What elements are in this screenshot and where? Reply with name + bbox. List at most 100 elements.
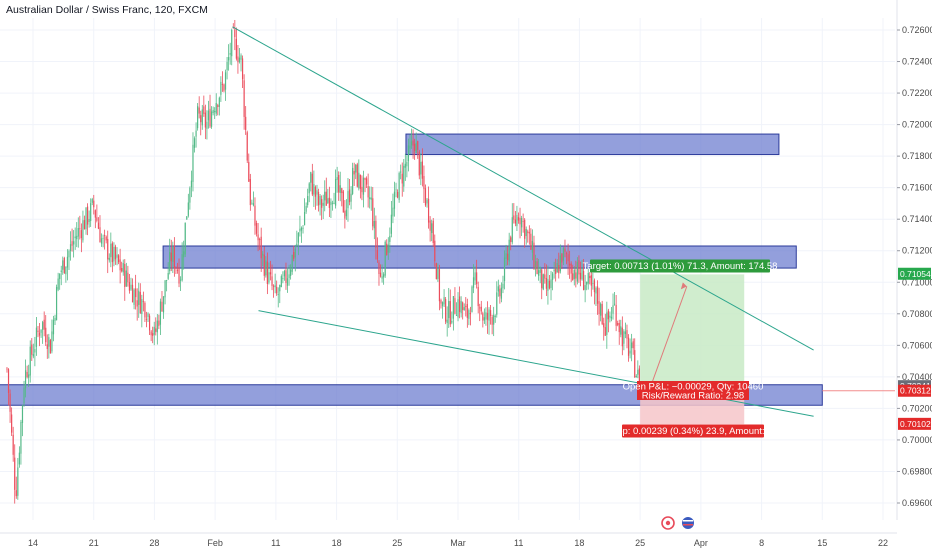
- candle-body: [102, 237, 104, 239]
- candle-body: [468, 310, 470, 319]
- candle-body: [581, 268, 583, 280]
- candle-body: [60, 270, 62, 272]
- candle-body: [445, 299, 447, 322]
- candle-body: [218, 97, 220, 107]
- candle-body: [31, 344, 33, 355]
- x-tick-label: 15: [817, 538, 827, 548]
- candle-body: [34, 349, 36, 353]
- candle-body: [547, 278, 549, 291]
- price-axis[interactable]: 0.72600 0.72400 0.72200 0.72000 0.71800 0.716…: [896, 0, 932, 520]
- candle-body: [35, 327, 38, 347]
- candle-body: [339, 185, 341, 193]
- candle-body: [609, 315, 611, 318]
- candle-body: [615, 304, 617, 326]
- candle-body: [130, 284, 132, 290]
- candle-body: [145, 318, 148, 320]
- candle-body: [46, 344, 48, 349]
- candle-body: [282, 277, 284, 280]
- candle-body: [280, 276, 282, 288]
- candle-body: [404, 163, 406, 168]
- candle-body: [80, 230, 82, 239]
- candle-body: [482, 313, 484, 321]
- candle-body: [344, 210, 346, 219]
- candle-body: [410, 141, 413, 146]
- candle-body: [62, 260, 64, 270]
- candle-body: [637, 369, 639, 375]
- candle-body: [617, 323, 619, 325]
- price-tag-text: 0.71054: [900, 269, 931, 279]
- candle-body: [66, 256, 69, 268]
- y-tick-label: 0.71400: [902, 214, 932, 224]
- candle-body: [21, 405, 24, 423]
- candle-body: [241, 58, 244, 80]
- candle-body: [257, 234, 259, 241]
- candle-body: [238, 57, 241, 63]
- candle-body: [252, 203, 255, 206]
- candle-body: [246, 132, 248, 161]
- candle-body: [613, 303, 616, 305]
- candle-body: [285, 270, 287, 283]
- candle-body: [97, 222, 100, 229]
- y-tick-label: 0.70800: [902, 309, 932, 319]
- candle-body: [345, 209, 348, 217]
- candle-body: [578, 260, 580, 275]
- price-tag: 0.70312: [898, 384, 931, 397]
- candle-body: [572, 273, 574, 281]
- open-pnl-text: Open P&L: −0.00029, Qty: 10460: [623, 382, 764, 393]
- candle-body: [245, 116, 247, 130]
- candle-body: [192, 144, 194, 182]
- candle-body: [544, 274, 546, 279]
- candle-body: [74, 236, 76, 239]
- candle-body: [338, 174, 340, 193]
- zones-layer: [0, 133, 823, 406]
- candle-body: [496, 292, 498, 315]
- candle-body: [166, 280, 168, 281]
- risk-reward-text: Risk/Reward Ratio: 2.98: [642, 391, 744, 402]
- candle-body: [187, 202, 189, 216]
- candle-body: [412, 140, 414, 146]
- candle-body: [620, 326, 622, 335]
- candle-body: [156, 320, 158, 333]
- candle-body: [325, 191, 327, 206]
- candle-body: [414, 143, 416, 151]
- candle-body: [299, 228, 301, 232]
- candle-body: [361, 186, 363, 193]
- candle-body: [618, 323, 620, 333]
- candle-body: [176, 270, 179, 271]
- long-position[interactable]: [640, 274, 745, 425]
- candle-body: [77, 227, 79, 237]
- candle-body: [24, 370, 27, 389]
- candle-body: [561, 253, 563, 263]
- candle-body: [91, 199, 93, 203]
- candle-body: [638, 368, 640, 391]
- candle-body: [286, 278, 289, 286]
- candle-body: [28, 374, 30, 378]
- candle-body: [607, 310, 609, 320]
- candle-body: [437, 268, 439, 279]
- candle-body: [474, 272, 476, 281]
- candle-body: [155, 328, 157, 332]
- alert-icon[interactable]: [661, 516, 675, 530]
- candle-body: [462, 302, 464, 310]
- candle-body: [519, 217, 521, 225]
- candle-body: [499, 288, 501, 297]
- candle-body: [534, 261, 537, 270]
- candle-body: [545, 278, 547, 289]
- footer-icons[interactable]: [661, 516, 694, 530]
- candle-body: [308, 183, 310, 194]
- y-tick-label: 0.69800: [902, 466, 932, 476]
- time-axis[interactable]: 14 21 28 Feb 11 18 25 Mar 11 18 25 Apr 8 15 22: [0, 532, 897, 548]
- candle-body: [210, 111, 213, 127]
- target-label-bg: [590, 259, 770, 273]
- candle-body: [45, 327, 47, 343]
- candle-body: [193, 138, 196, 148]
- candle-body: [629, 350, 631, 354]
- candle-body: [398, 173, 400, 200]
- candle-body: [128, 282, 131, 291]
- candle-body: [596, 286, 599, 304]
- candle-body: [135, 288, 137, 298]
- flag-icon[interactable]: [682, 517, 694, 529]
- candle-body: [635, 375, 637, 378]
- flag-icon-stripe: [683, 524, 693, 526]
